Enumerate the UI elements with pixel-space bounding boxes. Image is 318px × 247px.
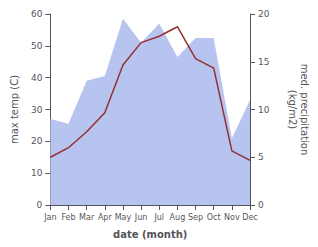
svg-text:10: 10 [31, 168, 43, 178]
svg-text:Mar: Mar [79, 213, 95, 222]
svg-text:50: 50 [31, 41, 43, 51]
svg-text:Feb: Feb [61, 213, 75, 222]
svg-text:May: May [115, 213, 132, 222]
svg-text:60: 60 [31, 9, 43, 19]
svg-text:40: 40 [31, 73, 43, 83]
svg-text:10: 10 [258, 105, 270, 115]
svg-text:Sep: Sep [188, 213, 203, 222]
svg-text:Nov: Nov [224, 213, 240, 222]
svg-text:Apr: Apr [98, 213, 113, 222]
svg-text:20: 20 [258, 9, 270, 19]
svg-text:Jun: Jun [134, 213, 148, 222]
svg-text:Oct: Oct [207, 213, 221, 222]
svg-text:med. precipitation: med. precipitation [299, 64, 310, 156]
svg-text:date (month): date (month) [113, 229, 187, 240]
svg-text:Dec: Dec [242, 213, 257, 222]
svg-text:max temp (C): max temp (C) [9, 75, 20, 144]
svg-text:0: 0 [37, 200, 43, 210]
svg-text:30: 30 [31, 105, 43, 115]
svg-text:0: 0 [258, 200, 264, 210]
svg-text:Aug: Aug [170, 213, 186, 222]
svg-text:20: 20 [31, 136, 43, 146]
svg-text:Jul: Jul [153, 213, 164, 222]
svg-text:15: 15 [258, 57, 269, 67]
svg-text:5: 5 [258, 152, 264, 162]
svg-text:Jan: Jan [43, 213, 56, 222]
svg-text:(kg/m2): (kg/m2) [287, 90, 298, 130]
